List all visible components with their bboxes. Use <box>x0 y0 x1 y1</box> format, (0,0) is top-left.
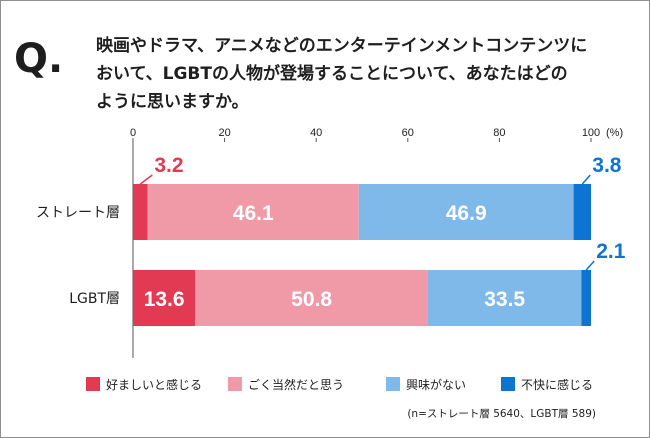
legend-swatch <box>228 377 242 391</box>
x-tick-label: 80 <box>493 127 505 139</box>
x-tick-label: 40 <box>310 127 322 139</box>
legend-swatch <box>386 377 400 391</box>
question-line-3: ように思いますか。 <box>96 92 249 112</box>
data-label: 2.1 <box>596 240 626 263</box>
bar-segment <box>147 184 359 240</box>
data-label: 3.8 <box>592 154 622 177</box>
data-label: 13.6 <box>144 288 185 311</box>
x-tick-label: 20 <box>218 127 230 139</box>
value-labels: 3.2 46.1 46.9 3.8 13.6 50.8 33.5 2.1 <box>139 154 626 311</box>
bars <box>133 184 591 326</box>
x-tick-label: 0 <box>130 127 136 139</box>
x-tick-label: 100 <box>582 127 600 139</box>
legend-label: ごく当然だと思う <box>248 377 344 392</box>
bar-segment <box>195 270 428 326</box>
legend-swatch <box>501 377 515 391</box>
bar-segment <box>581 270 591 326</box>
legend-label: 好ましいと感じる <box>106 377 202 392</box>
x-tick-label: 60 <box>402 127 414 139</box>
question-mark: Q. <box>14 36 63 82</box>
label-leader-line <box>139 174 153 185</box>
legend-swatch <box>86 377 100 391</box>
label-leader-line <box>581 174 591 185</box>
label-leader-line <box>585 260 595 271</box>
data-label: 46.9 <box>446 202 487 225</box>
bar-segment <box>133 184 148 240</box>
data-label: 46.1 <box>233 202 274 225</box>
bar-segment <box>427 270 582 326</box>
legend-label: 興味がない <box>406 377 466 392</box>
question-line-2: おいて、LGBTの人物が登場することについて、あなたはどの <box>96 63 568 84</box>
legend: 好ましいと感じる ごく当然だと思う 興味がない 不快に感じる <box>86 377 593 392</box>
data-label: 33.5 <box>484 288 525 311</box>
data-label: 3.2 <box>154 154 183 177</box>
sample-size-note: (n=ストレート層 5640、LGBT層 589) <box>407 408 596 420</box>
category-label: LGBT層 <box>69 291 120 307</box>
category-label: ストレート層 <box>36 205 120 221</box>
data-label: 50.8 <box>291 288 332 311</box>
bar-segment <box>358 184 574 240</box>
x-axis-unit: (%) <box>606 127 623 139</box>
bar-segment <box>573 184 591 240</box>
bar-segment <box>133 270 196 326</box>
legend-label: 不快に感じる <box>521 377 593 392</box>
question-line-1: 映画やドラマ、アニメなどのエンターテインメントコンテンツに <box>96 35 587 56</box>
